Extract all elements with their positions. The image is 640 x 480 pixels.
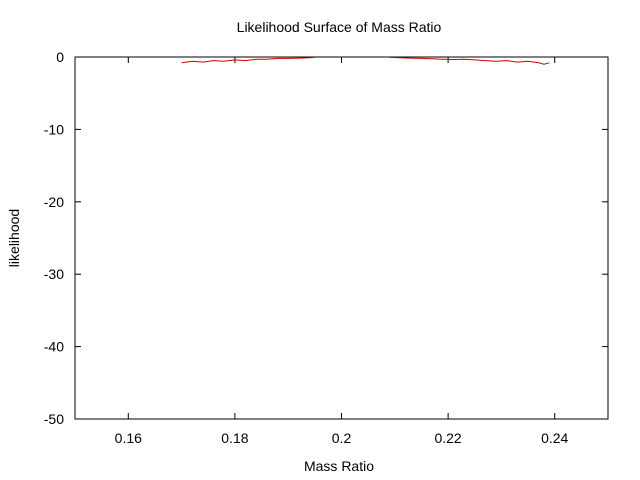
y-tick-label: 0: [56, 49, 64, 65]
x-tick-label: 0.18: [221, 430, 248, 446]
y-tick-label: -30: [44, 266, 64, 282]
plot-frame: [74, 56, 609, 420]
x-tick-labels: 0.16 0.18 0.2 0.22 0.24: [115, 430, 569, 446]
y-tick-labels: 0 -10 -20 -30 -40 -50: [44, 49, 64, 427]
x-tick-label: 0.24: [541, 430, 568, 446]
x-tick-label: 0.16: [115, 430, 142, 446]
y-axis-label: likelihood: [6, 209, 22, 267]
y-tick-label: -10: [44, 121, 64, 137]
series-line: [181, 56, 315, 64]
x-tick-marks: [127, 57, 556, 419]
x-tick-label: 0.2: [332, 430, 352, 446]
y-tick-label: -50: [44, 411, 64, 427]
series-line: [389, 56, 550, 65]
y-tick-marks: [75, 56, 608, 420]
series-lines: [181, 56, 550, 65]
chart-title: Likelihood Surface of Mass Ratio: [237, 19, 442, 35]
y-tick-label: -20: [44, 194, 64, 210]
y-tick-label: -40: [44, 339, 64, 355]
x-tick-label: 0.22: [434, 430, 461, 446]
x-axis-label: Mass Ratio: [304, 458, 374, 474]
